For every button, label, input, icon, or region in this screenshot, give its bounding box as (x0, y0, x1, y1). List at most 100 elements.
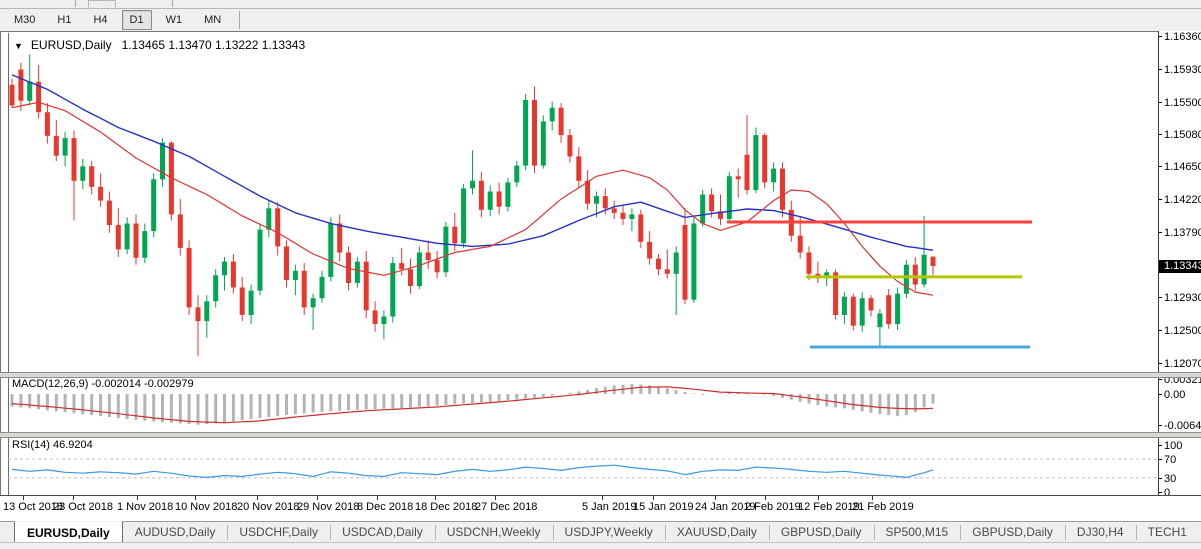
chart-tab-dj30-h4[interactable]: DJ30,H4 (1064, 522, 1136, 543)
chart-tab-xauusd-daily[interactable]: XAUUSD,Daily (664, 522, 769, 543)
candle-body (505, 182, 511, 207)
timeframe-button-h1[interactable]: H1 (57, 14, 72, 26)
chart-tab-gbpusd-daily[interactable]: GBPUSD,Daily (960, 522, 1065, 543)
candle-body (629, 214, 635, 219)
candle-body (532, 100, 537, 166)
candle-body (310, 298, 316, 308)
candle-body (886, 295, 892, 325)
timeframe-button-m30[interactable]: M30 (14, 14, 36, 26)
axis-tick (1159, 36, 1162, 37)
price-tick-label: 1.12930 (1159, 292, 1201, 304)
timeframe-button-mn[interactable]: MN (204, 14, 222, 26)
candle-body (664, 269, 670, 274)
candle-body (80, 166, 86, 181)
rsi-line (11, 464, 934, 478)
rsi-tick-label: 30 (1159, 473, 1201, 485)
candles-group (9, 54, 936, 357)
candle-body (487, 191, 493, 210)
rsi-tick-label: 70 (1159, 454, 1201, 466)
chart-tab-audusd-daily[interactable]: AUDUSD,Daily (134, 525, 216, 539)
date-label: 5 Jan 2019 (582, 501, 637, 513)
candle-body (354, 261, 360, 283)
candle-body (797, 235, 803, 253)
candle-body (222, 261, 227, 276)
candle-body (425, 252, 431, 261)
date-label: 27 Dec 2018 (475, 501, 538, 513)
axis-tick (1159, 166, 1162, 168)
axis-tick (1159, 297, 1162, 299)
candle-body (478, 180, 484, 210)
candle-body (292, 270, 298, 280)
candle-body (416, 252, 422, 286)
date-label: 15 Jan 2019 (633, 501, 694, 513)
chart-tab-eurusd-daily[interactable]: EURUSD,Daily (14, 521, 123, 543)
chart-tab-usdcad-daily[interactable]: USDCAD,Daily (330, 522, 435, 543)
chart-plot[interactable] (0, 0, 1158, 497)
candle-body (142, 231, 148, 258)
axis-tick (1159, 231, 1162, 233)
price-tick-label: 1.16360 (1159, 31, 1201, 43)
pane-splitter-main-macd[interactable] (0, 372, 1201, 378)
chart-tab-usdjpy-weekly[interactable]: USDJPY,Weekly (552, 522, 665, 543)
axis-tick (1159, 363, 1162, 364)
timeframe-button-d1[interactable]: D1 (121, 10, 152, 30)
candle-body (567, 135, 573, 157)
candle-body (753, 135, 759, 190)
upper-toolbar-remnant (0, 0, 1201, 9)
candle-body (399, 263, 405, 270)
candle-body (346, 252, 351, 283)
chart-ohlc-values: 1.13465 1.13470 1.13222 1.13343 (121, 38, 306, 52)
candle-body (106, 200, 112, 225)
date-label: 13 Oct 2018 (3, 501, 63, 513)
date-axis[interactable]: 13 Oct 2018 23 Oct 2018 1 Nov 2018 10 Nov 2… (0, 495, 1201, 521)
chart-tab-usdchf-daily[interactable]: USDCHF,Daily (227, 522, 330, 543)
candle-body (98, 186, 104, 201)
chart-tab-sp500-m15[interactable]: SP500,M15 (873, 522, 961, 543)
candle-body (558, 107, 564, 136)
candle-body (602, 196, 608, 209)
candle-body (53, 135, 59, 156)
timeframe-button-h4[interactable]: H4 (93, 14, 108, 26)
date-tick (602, 496, 603, 500)
candle-body (363, 261, 369, 311)
chart-tab-usdcnh-weekly[interactable]: USDCNH,Weekly (434, 522, 553, 543)
axis-tick (1159, 330, 1162, 332)
candle-body (36, 81, 42, 113)
candle-body (647, 241, 653, 259)
timeframe-button-w1[interactable]: W1 (165, 14, 183, 26)
pane-splitter-macd-rsi[interactable] (0, 432, 1201, 438)
candle-body (9, 84, 15, 106)
candle-body (18, 69, 24, 101)
candle-body (540, 121, 546, 166)
macd-pane (10, 383, 935, 425)
macd-indicator-label: MACD(12,26,9) -0.002014 -0.002979 (12, 378, 194, 390)
chart-dropdown-icon[interactable]: ▼ (14, 41, 23, 51)
candle-body (762, 135, 768, 183)
candle-body (585, 180, 591, 204)
chart-title: ▼ EURUSD,Daily 1.13465 1.13470 1.13222 1.1… (14, 38, 305, 52)
candle-body (301, 270, 307, 308)
candle-body (115, 225, 121, 250)
candle-body (850, 296, 856, 326)
date-tick (257, 496, 258, 500)
price-tick-label: 1.15080 (1159, 129, 1201, 141)
chart-tab-bar: EURUSD,Daily AUDUSD,Daily USDCHF,Daily USDC… (0, 521, 1201, 543)
candle-body (656, 258, 661, 270)
pressed-toolbar-button[interactable] (88, 0, 116, 8)
chart-tab-tech1[interactable]: TECH1 (1135, 522, 1199, 543)
rsi-pane (8, 458, 1158, 479)
candle-body (470, 180, 475, 189)
date-label: 29 Nov 2018 (297, 501, 360, 513)
candle-body (709, 194, 715, 212)
price-tick-label: 1.12500 (1159, 325, 1201, 337)
candle-body (160, 142, 165, 180)
price-axis[interactable]: 1.16360 1.15930 1.15500 1.15080 1.14650 1.142… (1158, 31, 1201, 499)
candle-body (62, 138, 68, 156)
candle-body (859, 298, 865, 326)
date-label: 12 Feb 2019 (798, 501, 860, 513)
candle-body (319, 276, 325, 299)
axis-tick (1159, 394, 1162, 395)
axis-tick (1159, 133, 1162, 135)
chart-tab-gbpusd-daily[interactable]: GBPUSD,Daily (768, 522, 874, 543)
date-tick (715, 496, 716, 500)
